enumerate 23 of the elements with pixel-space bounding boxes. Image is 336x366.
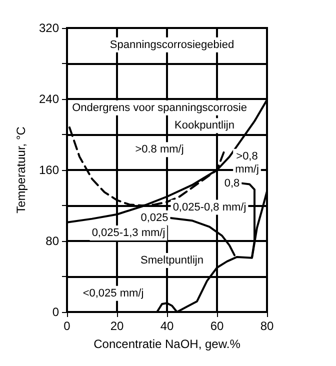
x-tick-label: 0	[64, 319, 71, 333]
annotation: Ondergrens voor spanningscorrosie	[72, 102, 247, 114]
y-tick-label: 320	[38, 21, 60, 35]
x-tick-label: 60	[210, 319, 224, 333]
annotation: Spanningscorrosiegebied	[110, 38, 234, 51]
annotation: 0,025	[140, 212, 168, 224]
y-tick-label: 80	[46, 234, 60, 248]
annotation: Kookpuntlijn	[174, 120, 234, 132]
x-axis-title: Concentratie NaOH, gew.%	[94, 337, 241, 351]
x-tick-label: 20	[110, 319, 124, 333]
x-tick-label: 80	[260, 319, 274, 333]
y-axis-title: Temperatuur, °C	[14, 126, 28, 214]
y-tick-label: 160	[38, 163, 60, 177]
annotation: 0,025-0,8 mm/j	[172, 201, 246, 214]
annotation: >0.8 mm/j	[135, 144, 184, 156]
y-tick-label: 240	[38, 92, 60, 106]
annotation: 0,8	[224, 177, 240, 190]
annotation: 0,025-1,3 mm/j	[92, 227, 166, 240]
y-tick-label: 0	[52, 305, 60, 319]
annotation: <0,025 mm/j	[82, 287, 144, 300]
annotation: >0,8 mm/j	[235, 150, 259, 176]
annotation: Smeltpuntlijn	[140, 254, 204, 267]
x-tick-label: 40	[160, 319, 174, 333]
